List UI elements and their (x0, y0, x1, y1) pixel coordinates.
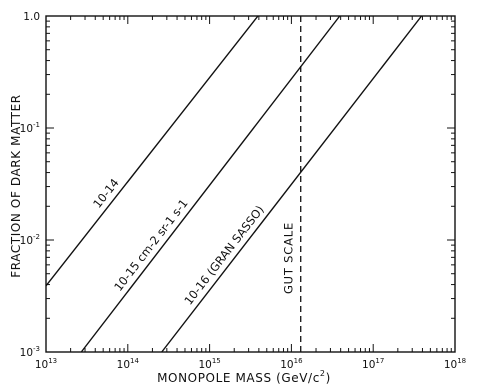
series-line-2 (80, 15, 341, 353)
x-axis-title-end: ) (326, 371, 331, 385)
y-tick-label: 10-3 (20, 345, 40, 359)
x-tick-label: 1014 (117, 357, 140, 371)
x-tick-label: 1015 (198, 357, 220, 371)
series-line-1 (45, 15, 259, 287)
series-label-3: 10-16 (GRAN SASSO) (181, 203, 266, 308)
series-label-1: 10-14 (90, 176, 122, 211)
x-tick-label: 1013 (35, 357, 57, 371)
x-axis-title-sup: 2 (320, 369, 326, 378)
gut-scale-label: GUT SCALE (282, 222, 296, 294)
x-tick-label: 1016 (280, 357, 303, 371)
x-tick-label: 1018 (444, 357, 466, 371)
y-axis-title: FRACTION OF DARK MATTER (9, 94, 23, 277)
x-axis-title-main: MONOPOLE MASS (GeV/c (157, 371, 320, 385)
y-tick-label: 10-2 (20, 233, 40, 247)
series-line-3 (161, 15, 423, 353)
y-tick-label: 1.0 (23, 11, 40, 23)
x-tick-label: 1017 (362, 357, 384, 371)
plot-frame (45, 15, 456, 353)
x-axis-title: MONOPOLE MASS (GeV/c2) (157, 369, 331, 385)
series-label-2: 10-15 cm-2 sr-1 s-1 (111, 196, 191, 294)
y-tick-label: 10-1 (20, 121, 40, 135)
